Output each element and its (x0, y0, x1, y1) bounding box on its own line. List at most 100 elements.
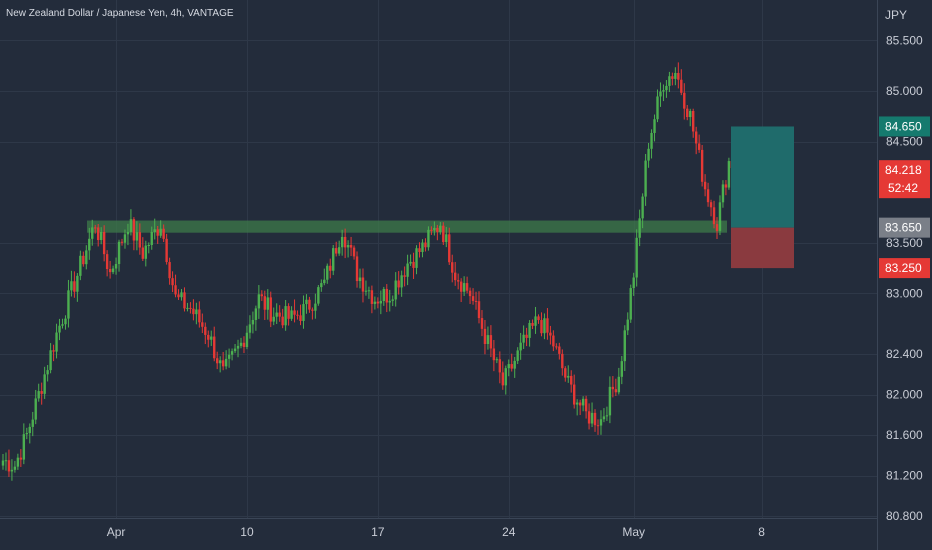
candle (668, 71, 671, 92)
candle (355, 251, 359, 288)
candle (507, 359, 510, 377)
time-tick-label: 8 (758, 525, 765, 539)
candle (236, 339, 240, 358)
candle (174, 274, 177, 298)
candle (239, 337, 243, 349)
candle (459, 278, 463, 303)
candle (558, 342, 561, 360)
candle (677, 62, 680, 89)
candle (61, 318, 64, 329)
candle (525, 327, 528, 347)
candle (501, 361, 504, 390)
candle (656, 89, 659, 123)
candle (471, 288, 475, 305)
candle (198, 301, 201, 328)
candle (153, 218, 156, 240)
candle (4, 452, 8, 471)
candle (584, 395, 588, 419)
candle (403, 266, 406, 287)
candle (55, 323, 58, 359)
stop-price-label: 83.250 (885, 261, 922, 275)
candle (296, 310, 299, 320)
price-axis[interactable]: 85.500 85.000 84.500 83.500 83.000 82.400 82.0… (886, 33, 923, 523)
candle (165, 233, 168, 265)
candle (522, 325, 525, 349)
candle (10, 459, 14, 481)
price-tick-label: 83.500 (886, 236, 923, 250)
candle (299, 304, 302, 326)
candle (421, 239, 424, 258)
candle (486, 326, 490, 350)
candle (409, 254, 412, 266)
candle (91, 219, 94, 246)
candle (593, 409, 597, 432)
candle (281, 308, 284, 329)
candle (692, 108, 695, 138)
candle (278, 305, 281, 322)
candle (156, 225, 159, 244)
candle (662, 84, 665, 102)
price-tick-label: 85.500 (886, 33, 923, 47)
candle (385, 284, 388, 313)
candle (58, 318, 61, 341)
candle (79, 250, 82, 281)
candle (510, 353, 513, 372)
candle (308, 296, 311, 313)
candle (329, 258, 332, 279)
candle (43, 366, 46, 399)
candle (317, 285, 320, 306)
target-zone-box[interactable] (731, 126, 794, 228)
candle (635, 229, 638, 287)
candle (105, 250, 109, 277)
candle (302, 295, 305, 329)
candle (587, 403, 591, 430)
candle (537, 314, 540, 324)
time-axis[interactable]: Apr 10 17 24 May 8 (107, 525, 766, 539)
candle (180, 289, 183, 301)
candle (468, 287, 472, 304)
candle (73, 271, 76, 298)
candle (46, 365, 49, 382)
candle (382, 286, 385, 306)
candle (465, 276, 469, 294)
candle (564, 366, 567, 382)
candle (49, 343, 52, 374)
price-tick-label: 81.600 (886, 428, 923, 442)
candle (379, 290, 383, 315)
candle (689, 108, 692, 127)
entry-price-tag (879, 217, 930, 238)
candle (445, 226, 448, 248)
candle (16, 453, 20, 470)
candle (195, 302, 198, 325)
candle (213, 326, 216, 362)
candle (123, 229, 127, 249)
candle (549, 325, 552, 345)
candle (373, 296, 377, 310)
candle (694, 126, 698, 155)
stop-zone-box[interactable] (731, 227, 794, 269)
entry-price-label: 83.650 (885, 221, 922, 235)
candle (287, 303, 290, 326)
candle (721, 180, 725, 208)
candle (567, 365, 570, 383)
candle (1, 454, 5, 470)
candle (147, 242, 150, 254)
candle (117, 239, 121, 272)
candle (671, 72, 674, 86)
candle (462, 276, 466, 297)
stop-price-tag (879, 258, 930, 279)
candle (70, 270, 73, 297)
candle (126, 223, 130, 246)
candle (168, 257, 171, 285)
time-tick-label: May (622, 525, 645, 539)
candle (248, 315, 252, 339)
candle (439, 222, 442, 235)
candle (19, 449, 23, 467)
candle (332, 244, 335, 276)
candle (552, 330, 555, 352)
candle (611, 376, 615, 398)
candle (647, 142, 650, 168)
candle (697, 134, 701, 153)
bar-countdown-label: 52:42 (888, 181, 918, 195)
